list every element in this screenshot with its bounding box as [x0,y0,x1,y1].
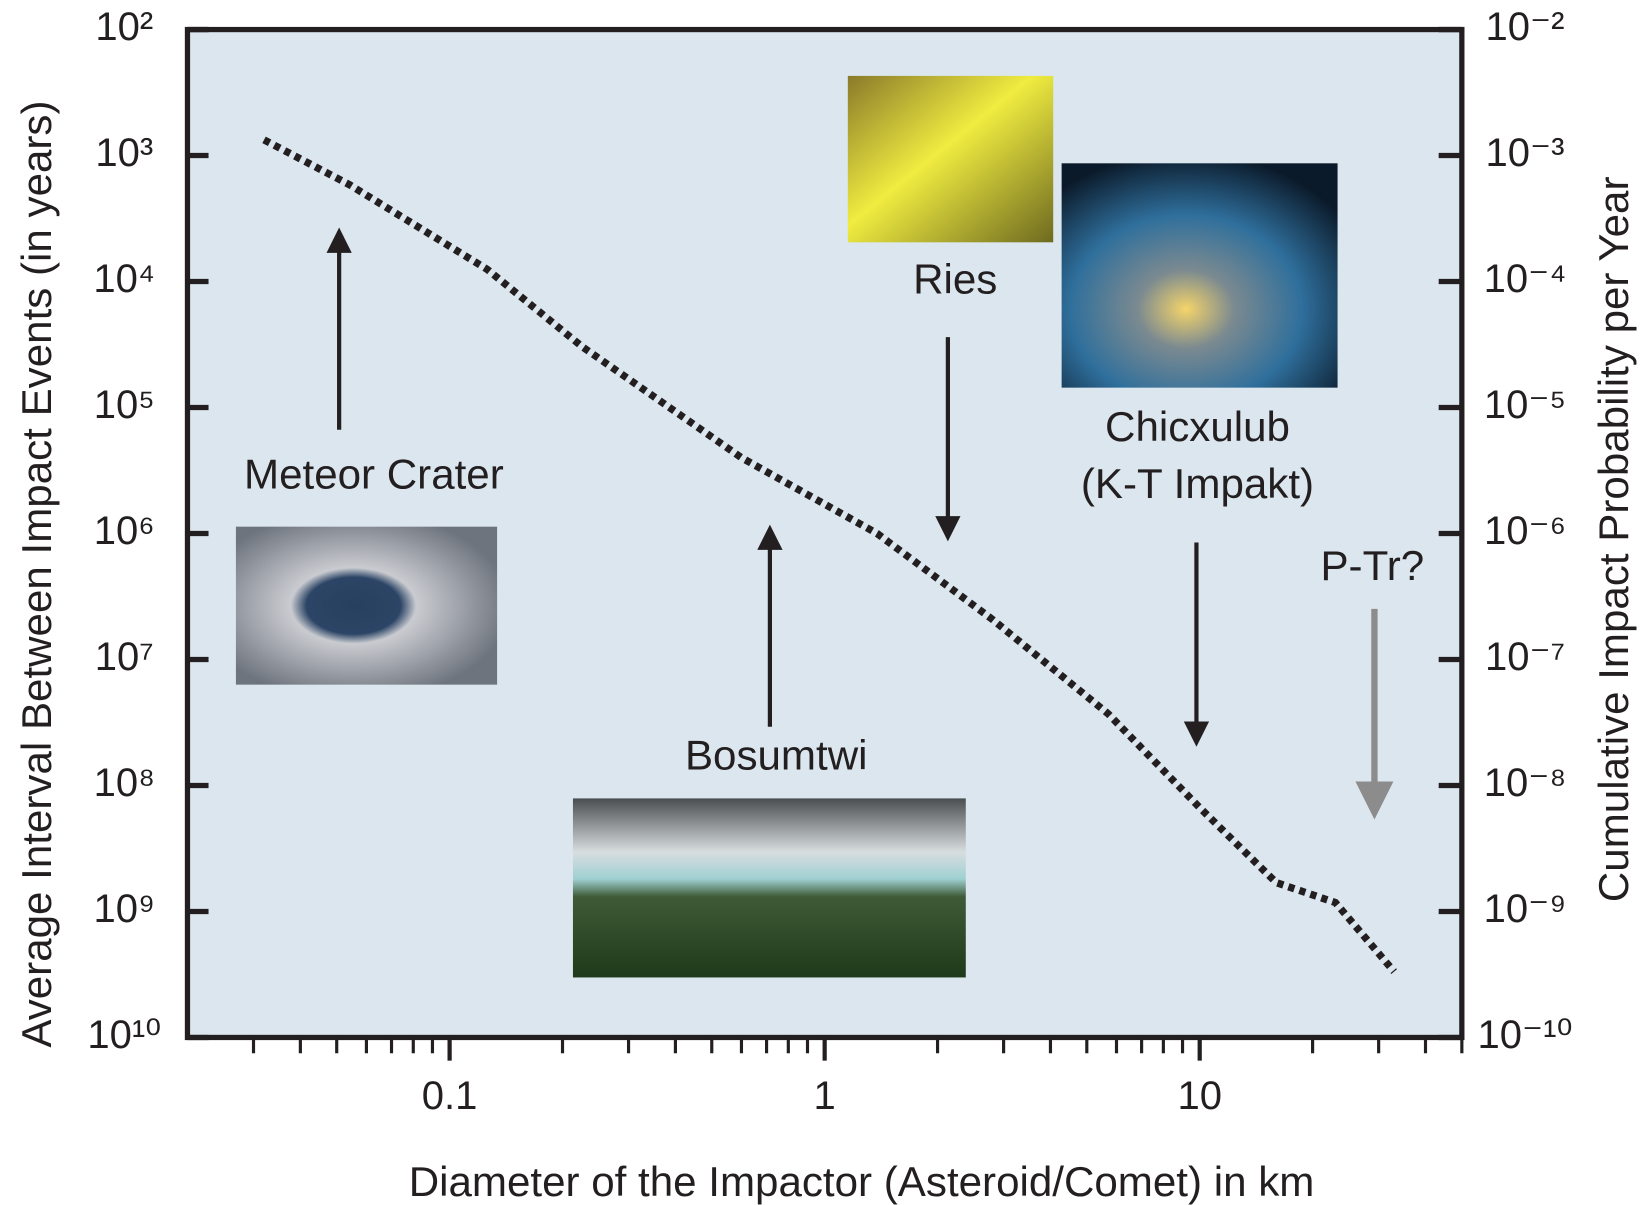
y2-tick-label: 10⁻⁵ [1484,383,1566,427]
photo [848,76,1053,242]
y-tick-label: 10⁶ [94,509,155,553]
y2-tick-label: 10⁻⁴ [1484,257,1567,301]
x-tick-label: 1 [814,1074,836,1118]
photo [1062,163,1338,387]
annotation: Chicxulub [1105,403,1290,450]
x-tick-label: 10 [1177,1074,1222,1118]
y-tick-label: 10¹⁰ [87,1013,161,1057]
y-tick-label: 10⁸ [94,761,155,805]
y2-tick-label: 10⁻⁸ [1484,761,1567,805]
annotation: Ries [913,255,997,302]
y2-tick-label: 10⁻³ [1486,131,1565,175]
photo [236,527,497,685]
annotation: P-Tr? [1320,542,1424,589]
y2-tick-label: 10⁻⁷ [1485,635,1565,679]
x-axis-title: Diameter of the Impactor (Asteroid/Comet… [409,1158,1315,1205]
y2-tick-label: 10⁻¹⁰ [1478,1013,1573,1057]
y-tick-label: 10⁵ [94,383,155,427]
y2-axis-title: Cumulative Impact Probability per Year [1590,177,1637,903]
y2-tick-label: 10⁻⁶ [1484,509,1566,553]
y-tick-label: 10³ [95,131,153,175]
y-tick-label: 10⁹ [93,887,155,931]
annotation: Meteor Crater [244,450,504,497]
annotation: Bosumtwi [685,731,868,778]
y2-tick-label: 10⁻⁹ [1484,887,1567,931]
x-tick-label: 0.1 [422,1074,478,1118]
chart: Diameter of the Impactor (Asteroid/Comet… [0,0,1643,1205]
y-tick-label: 10² [95,5,153,49]
y-tick-label: 10⁴ [93,257,155,301]
y2-tick-label: 10⁻² [1486,5,1565,49]
y-axis-title: Average Interval Between Impact Events (… [13,100,60,1047]
y-tick-label: 10⁷ [95,635,154,679]
photo [573,798,966,977]
annotation: (K-T Impakt) [1081,460,1314,507]
